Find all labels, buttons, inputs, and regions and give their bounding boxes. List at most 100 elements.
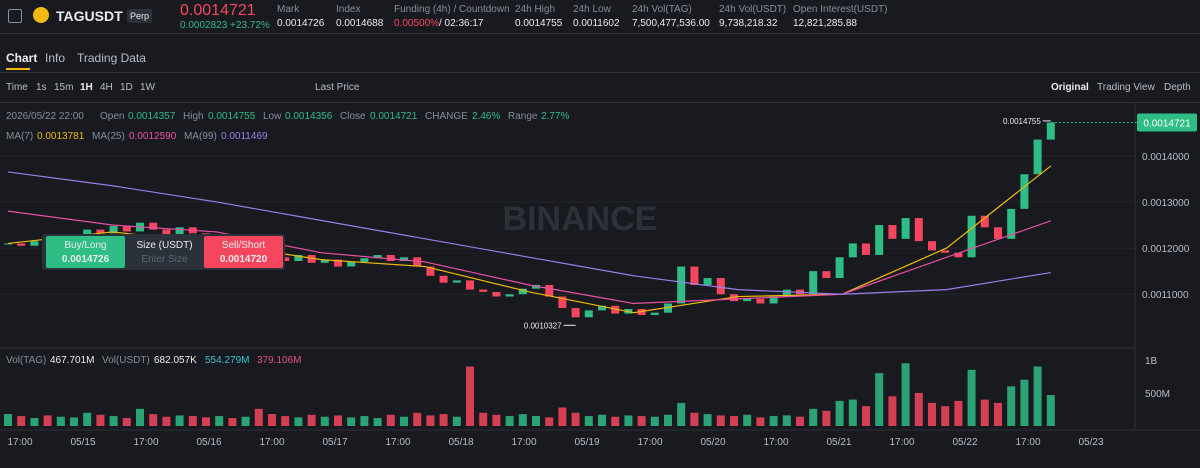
candle xyxy=(611,305,620,314)
volume-bar xyxy=(703,414,712,426)
legend-value: 0.0014356 xyxy=(285,111,333,122)
ma-label: MA(25) xyxy=(92,131,125,142)
candle xyxy=(532,285,540,289)
ma-label: MA(99) xyxy=(184,131,217,142)
candle xyxy=(835,257,844,279)
interval[interactable]: 1s xyxy=(36,82,47,93)
x-tick-label: 05/16 xyxy=(196,437,221,448)
volume-bar xyxy=(1033,366,1042,426)
vol-value: 682.057K xyxy=(154,355,197,366)
vol-tick-label: 500M xyxy=(1145,389,1170,400)
candle xyxy=(518,288,527,295)
candle xyxy=(4,243,12,245)
legend-label: Close xyxy=(340,111,366,122)
candle xyxy=(664,303,672,313)
candle xyxy=(862,243,870,255)
candle xyxy=(928,241,936,251)
legend-label: Low xyxy=(263,111,282,122)
candle xyxy=(122,225,131,232)
x-tick-label: 17:00 xyxy=(637,437,662,448)
tab-underline xyxy=(6,68,30,70)
stat-value: 9,738,218.32 xyxy=(719,18,778,29)
divider xyxy=(0,102,1200,103)
symbol[interactable]: TAGUSDT xyxy=(56,8,123,24)
volume-bar xyxy=(4,414,12,426)
stat-label: Index xyxy=(336,4,361,15)
interval[interactable]: 4H xyxy=(100,82,113,93)
volume-bar xyxy=(901,363,910,426)
legend-value: 0.0014755 xyxy=(208,111,256,122)
price-type[interactable]: Last Price xyxy=(315,82,360,93)
size-input[interactable]: Enter Size xyxy=(141,254,188,265)
buy-price: 0.0014726 xyxy=(61,254,110,265)
buy-button[interactable] xyxy=(46,236,125,268)
candle xyxy=(505,294,514,297)
x-tick-label: 05/22 xyxy=(952,437,977,448)
legend-label: CHANGE xyxy=(425,111,468,122)
volume-bar xyxy=(862,406,870,426)
candle xyxy=(479,289,488,292)
candle xyxy=(17,243,26,246)
volume-bar xyxy=(1046,395,1055,426)
header: TAGUSDT Perp 0.0014721 0.0002823 +23.72% xyxy=(0,0,1200,34)
x-tick-label: 05/17 xyxy=(322,437,347,448)
y-tick-label: 0.0012000 xyxy=(1142,244,1190,255)
stat-label: 24h Low xyxy=(573,4,611,15)
candle xyxy=(109,225,118,234)
volume-bar xyxy=(941,406,950,426)
sell-price: 0.0014720 xyxy=(219,254,268,265)
legend-value: 2.46% xyxy=(472,111,501,122)
volume-bar xyxy=(96,414,105,426)
view[interactable]: Original xyxy=(1051,82,1089,93)
tab[interactable]: Chart xyxy=(6,51,38,65)
volume-bar xyxy=(769,416,778,426)
sell-label: Sell/Short xyxy=(221,240,266,251)
x-tick-label: 05/19 xyxy=(574,437,599,448)
view[interactable]: Trading View xyxy=(1097,82,1155,93)
volume-bar xyxy=(756,417,765,426)
candle xyxy=(426,266,435,276)
tab[interactable]: Trading Data xyxy=(77,51,146,65)
stat-label: Mark xyxy=(277,4,300,15)
tab[interactable]: Info xyxy=(45,51,66,65)
legend-value: 0.0014721 xyxy=(370,111,418,122)
volume-bar xyxy=(664,414,672,426)
candle xyxy=(677,266,686,304)
volume-bar xyxy=(400,416,408,426)
volume-bar xyxy=(188,416,197,426)
volume-bar xyxy=(954,400,963,426)
x-tick-label: 17:00 xyxy=(7,437,32,448)
interval[interactable]: 15m xyxy=(54,82,74,93)
x-tick-label: 17:00 xyxy=(889,437,914,448)
candle xyxy=(650,312,659,315)
volume-bar xyxy=(439,414,448,426)
volume-bar xyxy=(914,392,923,426)
volume-bar xyxy=(518,414,527,426)
candle xyxy=(822,271,831,279)
stat-label: 24h Vol(USDT) xyxy=(719,4,787,15)
candle xyxy=(360,258,369,262)
candle xyxy=(30,241,39,246)
favorite-icon[interactable] xyxy=(8,9,22,23)
ma-value: 0.0012590 xyxy=(129,131,177,142)
volume-bar xyxy=(598,414,606,426)
stat-value: 12,821,285.88 xyxy=(793,18,857,29)
candle xyxy=(994,227,1002,239)
watermark: BINANCE xyxy=(503,200,658,238)
volume-bar xyxy=(122,418,131,426)
y-tick-label: 0.0014000 xyxy=(1142,152,1190,163)
interval[interactable]: 1D xyxy=(120,82,133,93)
vol-label: Vol(USDT) xyxy=(102,355,150,366)
volume-bar xyxy=(624,415,633,426)
candle xyxy=(941,250,950,253)
interval[interactable]: 1W xyxy=(140,82,155,93)
low-label: 0.0010327 xyxy=(524,321,562,330)
stat-value: 0.00500% xyxy=(394,18,440,29)
volume-bar xyxy=(822,410,831,426)
view[interactable]: Depth xyxy=(1164,82,1191,93)
vol-value: 467.701M xyxy=(50,355,95,366)
sell-button[interactable] xyxy=(204,236,283,268)
interval[interactable]: 1H xyxy=(80,82,93,93)
stat-label: 24h High xyxy=(515,4,556,15)
